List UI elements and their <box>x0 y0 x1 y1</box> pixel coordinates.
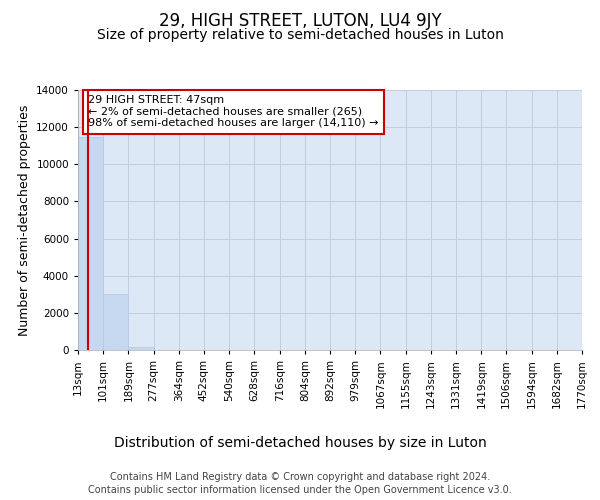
Text: 29 HIGH STREET: 47sqm
← 2% of semi-detached houses are smaller (265)
98% of semi: 29 HIGH STREET: 47sqm ← 2% of semi-detac… <box>88 95 379 128</box>
Text: Distribution of semi-detached houses by size in Luton: Distribution of semi-detached houses by … <box>113 436 487 450</box>
Text: 29, HIGH STREET, LUTON, LU4 9JY: 29, HIGH STREET, LUTON, LU4 9JY <box>158 12 442 30</box>
Text: Contains HM Land Registry data © Crown copyright and database right 2024.: Contains HM Land Registry data © Crown c… <box>110 472 490 482</box>
Bar <box>78 138 103 350</box>
Y-axis label: Number of semi-detached properties: Number of semi-detached properties <box>17 104 31 336</box>
Text: Contains public sector information licensed under the Open Government Licence v3: Contains public sector information licen… <box>88 485 512 495</box>
Bar <box>128 346 154 350</box>
Bar <box>103 294 128 350</box>
Text: Size of property relative to semi-detached houses in Luton: Size of property relative to semi-detach… <box>97 28 503 42</box>
